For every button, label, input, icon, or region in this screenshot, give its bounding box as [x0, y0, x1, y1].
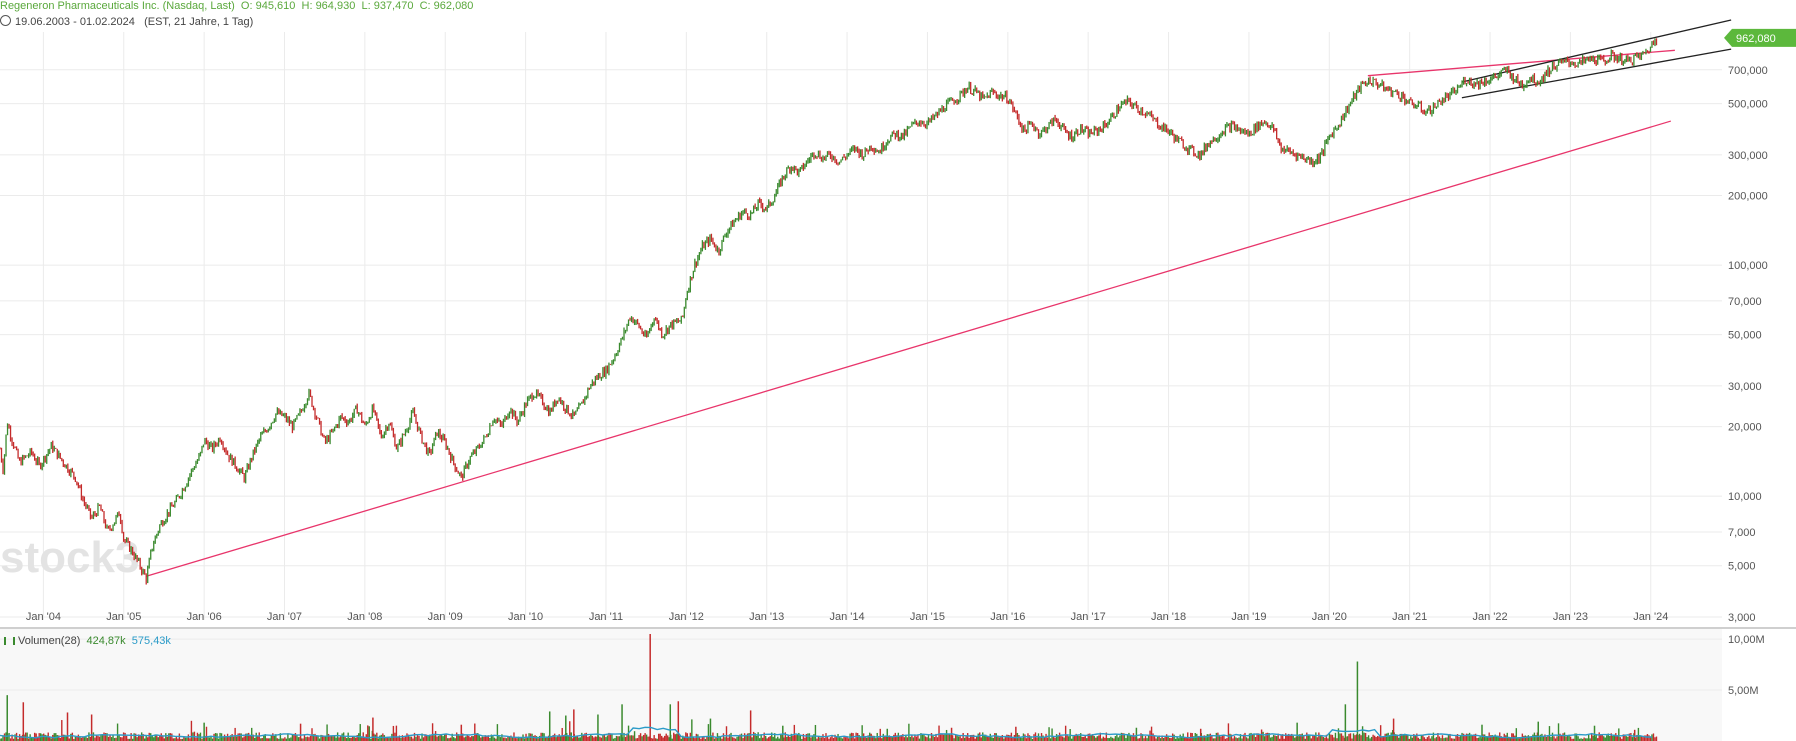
volume-grid: [0, 638, 1722, 691]
chart-header-quote: Regeneron Pharmaceuticals Inc. (Nasdaq, …: [0, 0, 473, 12]
volume-legend: Volumen(28) 424,87k 575,43k: [4, 635, 171, 647]
volume-icon: [4, 637, 15, 645]
instrument-name: Regeneron Pharmaceuticals Inc. (Nasdaq, …: [0, 0, 235, 12]
trendline-resistance: [1367, 49, 1675, 77]
y-tick-label: 50,000: [1728, 330, 1762, 342]
close-value: 962,080: [433, 0, 474, 12]
x-tick-label: Jan '09: [428, 611, 463, 623]
volume-pane-background: [0, 629, 1722, 741]
low-label: L:: [361, 0, 371, 12]
chart-header-range: 19.06.2003 - 01.02.2024 (EST, 21 Jahre, …: [0, 15, 253, 28]
x-tick-label: Jan '04: [26, 611, 61, 623]
last-price-badge-shape: [1724, 28, 1796, 47]
y-axis: 3,000 5,000 7,000 10,000 20,000 30,000 50,000 7…: [1728, 65, 1768, 624]
y-tick-label: 200,000: [1728, 191, 1768, 203]
open-label: O:: [240, 0, 253, 12]
x-tick-label: Jan '12: [669, 611, 704, 623]
x-tick-label: Jan '08: [347, 611, 382, 623]
volume-y-tick-label: 5,00M: [1728, 685, 1759, 697]
volume-value-1: 424,87k: [86, 635, 126, 647]
y-tick-label: 300,000: [1728, 150, 1768, 162]
trendline-channel-lower: [1461, 48, 1732, 99]
range-detail: (EST, 21 Jahre, 1 Tag): [144, 16, 254, 28]
x-tick-label: Jan '19: [1231, 611, 1266, 623]
y-tick-label: 3,000: [1728, 612, 1756, 624]
date-range: 19.06.2003 - 01.02.2024: [15, 16, 135, 28]
x-tick-label: Jan '05: [106, 611, 141, 623]
x-tick-label: Jan '17: [1071, 611, 1106, 623]
y-tick-label: 500,000: [1728, 99, 1768, 111]
last-price-badge: 962,080: [1724, 28, 1796, 47]
y-tick-label: 70,000: [1728, 296, 1762, 308]
x-tick-label: Jan '20: [1312, 611, 1347, 623]
close-label: C:: [419, 0, 431, 12]
trendline-long-term-support: [146, 120, 1672, 577]
clock-icon: [0, 15, 11, 26]
volume-moving-average-line: [0, 726, 1653, 739]
open-value: 945,610: [255, 0, 296, 12]
y-tick-label: 30,000: [1728, 381, 1762, 393]
x-tick-label: Jan '11: [589, 611, 623, 623]
x-tick-label: Jan '10: [508, 611, 543, 623]
x-tick-label: Jan '24: [1633, 611, 1668, 623]
y-tick-label: 700,000: [1728, 65, 1768, 77]
x-tick-label: Jan '14: [830, 611, 865, 623]
last-price-badge-text: 962,080: [1736, 33, 1776, 45]
volume-bars: [0, 634, 1658, 741]
y-tick-label: 5,000: [1728, 561, 1756, 573]
x-tick-label: Jan '16: [990, 611, 1025, 623]
x-axis: Jan '04 Jan '05 Jan '06 Jan '07 Jan '08 Jan '…: [26, 611, 1669, 623]
volume-label: Volumen(28): [18, 635, 81, 647]
y-tick-label: 10,000: [1728, 491, 1762, 503]
high-label: H:: [301, 0, 313, 12]
x-tick-label: Jan '18: [1151, 611, 1186, 623]
x-tick-label: Jan '13: [749, 611, 784, 623]
volume-value-2: 575,43k: [131, 635, 171, 647]
volume-y-tick-label: 10,00M: [1728, 634, 1765, 646]
trendline-channel-upper: [1461, 19, 1732, 83]
x-tick-label: Jan '21: [1392, 611, 1427, 623]
volume-y-axis: 5,00M 10,00M: [1728, 634, 1765, 697]
x-tick-label: Jan '15: [910, 611, 945, 623]
x-tick-label: Jan '07: [267, 611, 302, 623]
y-tick-label: 20,000: [1728, 422, 1762, 434]
high-value: 964,930: [315, 0, 356, 12]
y-tick-label: 100,000: [1728, 260, 1768, 272]
x-tick-label: Jan '06: [187, 611, 222, 623]
x-tick-label: Jan '23: [1553, 611, 1588, 623]
y-tick-label: 7,000: [1728, 527, 1756, 539]
x-tick-label: Jan '22: [1472, 611, 1507, 623]
low-value: 937,470: [373, 0, 414, 12]
price-series: [0, 38, 1658, 585]
watermark: stock3: [0, 533, 139, 582]
